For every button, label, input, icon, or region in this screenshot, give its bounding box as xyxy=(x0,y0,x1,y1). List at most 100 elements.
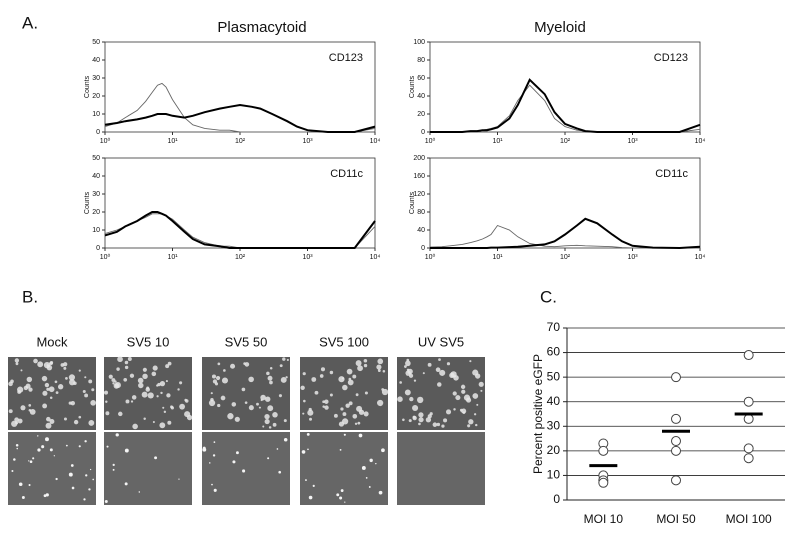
cell xyxy=(307,409,314,416)
y-axis-label: Percent positive eGFP xyxy=(531,354,545,474)
cell xyxy=(369,458,373,463)
cell xyxy=(104,390,109,395)
cell xyxy=(266,371,270,376)
cell xyxy=(141,391,148,398)
cell xyxy=(377,369,381,372)
cell xyxy=(346,368,353,375)
cell xyxy=(418,417,424,423)
cell xyxy=(438,358,441,362)
cell xyxy=(82,389,86,393)
cell xyxy=(88,420,95,426)
cell xyxy=(280,377,287,383)
cell xyxy=(179,403,186,410)
data-point xyxy=(671,372,681,383)
cell xyxy=(162,406,165,409)
micrograph xyxy=(8,432,96,505)
cell xyxy=(21,496,25,499)
cell xyxy=(48,386,55,393)
data-point xyxy=(743,396,754,407)
cell xyxy=(256,402,259,406)
cell xyxy=(418,422,421,426)
cell xyxy=(123,377,128,382)
cell xyxy=(307,448,309,451)
cell xyxy=(333,413,338,418)
x-tick-label: 10⁰ xyxy=(425,137,436,145)
cell xyxy=(15,421,19,425)
x-tick-label: MOI 50 xyxy=(656,512,696,526)
cell xyxy=(45,493,49,497)
x-tick-label: 10¹ xyxy=(167,254,178,261)
cell xyxy=(29,460,33,464)
histogram-line xyxy=(104,213,376,249)
cell xyxy=(272,422,277,427)
y-tick-label: 30 xyxy=(547,418,561,432)
cell xyxy=(68,472,73,477)
cell xyxy=(211,374,217,379)
panel-label: B. xyxy=(22,287,38,306)
y-axis-label: Counts xyxy=(409,75,416,98)
cell xyxy=(88,379,93,384)
cell xyxy=(160,391,163,395)
x-tick-label: MOI 100 xyxy=(726,512,772,526)
cell xyxy=(314,390,319,395)
cell xyxy=(441,424,445,428)
cell xyxy=(92,478,95,481)
cell xyxy=(364,391,368,395)
cell xyxy=(85,474,88,477)
cell xyxy=(377,358,384,365)
x-tick-label: MOI 10 xyxy=(584,512,624,526)
cell xyxy=(234,416,240,422)
cell xyxy=(129,373,135,378)
cell xyxy=(55,477,58,481)
cell xyxy=(223,369,226,372)
cell xyxy=(152,365,158,371)
cell xyxy=(413,379,417,382)
cell xyxy=(25,383,31,389)
cell xyxy=(408,419,412,423)
histogram-line xyxy=(104,82,376,133)
x-tick-label: 10³ xyxy=(627,254,638,261)
cell xyxy=(381,388,389,396)
cell xyxy=(376,364,382,370)
cell xyxy=(8,409,13,414)
cell xyxy=(417,396,424,404)
annotation: CD123 xyxy=(654,52,688,64)
cell xyxy=(33,358,38,364)
cell xyxy=(436,422,441,427)
x-tick-label: 10¹ xyxy=(492,138,503,145)
cell xyxy=(445,409,452,415)
cell xyxy=(356,405,363,412)
cell xyxy=(407,368,413,375)
cell xyxy=(461,389,466,394)
cell xyxy=(439,369,446,376)
cell xyxy=(260,398,263,402)
y-tick-label: 40 xyxy=(417,227,425,234)
cell xyxy=(211,483,213,486)
x-tick-label: 10⁴ xyxy=(695,138,706,145)
cell xyxy=(322,400,325,404)
micrograph xyxy=(8,357,96,430)
cell xyxy=(44,382,50,388)
cell xyxy=(267,457,270,460)
cell xyxy=(472,393,479,399)
cell xyxy=(227,413,234,420)
cell xyxy=(131,395,137,400)
cell xyxy=(427,414,432,419)
cell xyxy=(49,396,53,399)
cell xyxy=(342,418,349,425)
cell xyxy=(14,358,20,363)
cell xyxy=(232,460,236,464)
cell xyxy=(55,391,59,395)
cell xyxy=(179,381,183,385)
x-tick-label: 10² xyxy=(560,138,571,145)
cell xyxy=(178,478,180,480)
cell xyxy=(37,435,39,437)
cell xyxy=(202,447,207,452)
cell xyxy=(49,361,53,366)
cell xyxy=(405,360,411,367)
cell xyxy=(106,445,109,448)
cell xyxy=(53,455,55,457)
x-tick-label: 10¹ xyxy=(492,254,503,261)
cell xyxy=(452,391,457,396)
cell xyxy=(312,484,315,487)
